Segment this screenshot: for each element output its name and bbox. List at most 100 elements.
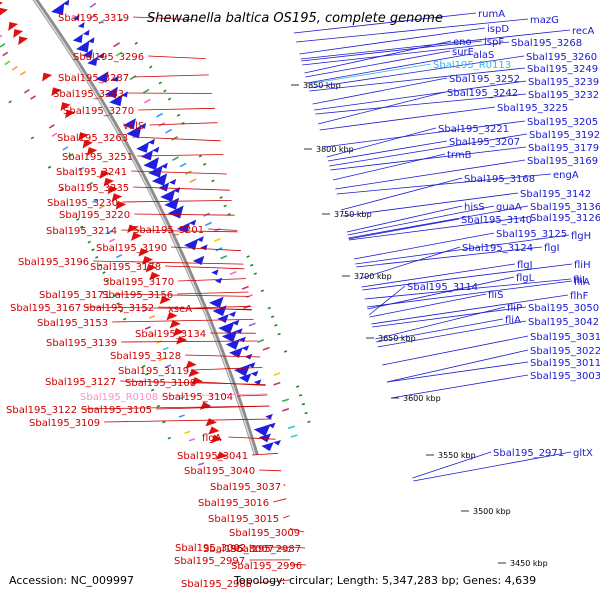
outer-feature-tracks (51, 0, 311, 452)
reverse-cds-arrow (8, 21, 19, 31)
label-connector (158, 306, 252, 311)
forward-cds-arrow (62, 0, 70, 6)
label-connector (137, 154, 224, 157)
gc-skew-mark (122, 317, 127, 321)
feature-bar (281, 408, 290, 412)
forward-cds-arrow (123, 118, 136, 130)
label-connector (364, 278, 572, 300)
forward-cds-arrow (104, 86, 118, 99)
forward-cds-arrow (211, 269, 219, 276)
label-connector (301, 40, 483, 62)
label-connector (340, 177, 463, 211)
gc-skew-mark (163, 89, 167, 93)
gc-skew-mark (167, 436, 171, 440)
gc-skew-mark (250, 263, 254, 267)
label-connector (237, 394, 268, 397)
reverse-gene-label: Sbal195_3104 (162, 392, 233, 403)
forward-gene-label: Sbal195_3136 (530, 202, 600, 213)
reverse-gene-label: Sbal195_R0108 (80, 392, 158, 403)
reverse-gene-label: flgA (202, 433, 222, 444)
reverse-cds-arrow (215, 451, 228, 460)
forward-cds-arrow (253, 424, 271, 437)
feature-bar (171, 135, 179, 141)
label-connector (309, 67, 526, 92)
forward-cds-arrow (239, 373, 252, 383)
label-connector (368, 285, 406, 316)
forward-cds-arrow (234, 364, 251, 377)
feature-bar (4, 60, 11, 66)
reverse-cds-arrow (130, 232, 142, 241)
label-connector (283, 483, 286, 487)
feature-bar (0, 34, 3, 38)
reverse-cds-arrow (159, 295, 171, 305)
label-connector (194, 305, 252, 309)
forward-gene-label: hisS (464, 202, 485, 213)
forward-cds-arrow (164, 197, 180, 210)
reverse-gene-label: Sbal195_3319 (58, 13, 129, 24)
forward-gene-label: fliL (573, 275, 588, 286)
forward-gene-label: Sbal195_3011 (530, 358, 600, 369)
label-connector (336, 173, 552, 195)
gc-skew-mark (176, 113, 181, 117)
label-connector (259, 469, 282, 472)
gene-labels: Sbal195_3319 Sbal195_3296 Sbal195_3287 Sbal… (6, 9, 600, 590)
label-connector (165, 265, 245, 270)
forward-gene-label: flhF (570, 291, 589, 302)
label-connector (289, 528, 305, 533)
label-connector (278, 547, 291, 553)
label-connector (329, 133, 528, 167)
feature-bar (142, 308, 149, 313)
reverse-cds-arrow (115, 201, 127, 210)
gc-skew-mark (301, 402, 306, 406)
label-connector (208, 228, 238, 231)
forward-cds-arrow (235, 328, 243, 334)
gc-skew-mark (47, 165, 52, 169)
reverse-gene-label: Sbal195_3009 (229, 528, 300, 539)
reverse-gene-label: Sbal195_3230 (47, 198, 118, 209)
forward-gene-label: Sbal195_3232 (528, 90, 599, 101)
reverse-gene-label: Sbal195_3201 (133, 225, 204, 236)
feature-bar (149, 333, 156, 338)
forward-cds-arrow (228, 311, 237, 318)
forward-cds-arrow (218, 321, 235, 335)
reverse-cds-arrow (13, 29, 24, 38)
forward-gene-label: Sbal195_3031 (530, 332, 600, 343)
reverse-gene-label: Sbal195_3108 (125, 378, 196, 389)
feature-bar (229, 270, 237, 276)
gc-skew-mark (198, 154, 203, 158)
label-connector (307, 63, 432, 85)
gc-skew-mark (8, 100, 12, 104)
feature-bar (11, 66, 18, 71)
feature-bar (62, 146, 69, 151)
tick-label: 3550 kbp (438, 451, 476, 460)
forward-gene-label: mazG (530, 15, 559, 26)
gc-skew-mark (304, 411, 308, 415)
feature-bar (19, 70, 26, 76)
feature-bar (30, 95, 37, 100)
forward-cds-arrow (250, 370, 259, 377)
feature-bar (148, 314, 156, 319)
label-connector (386, 349, 529, 383)
label-connector (315, 93, 527, 115)
label-connector (193, 367, 263, 371)
label-connector (376, 318, 504, 343)
reverse-gene-label: Sbal195_3122 (6, 405, 77, 416)
feature-bar (213, 227, 221, 233)
forward-gene-label: fliH (574, 260, 591, 271)
forward-cds-arrow (95, 71, 109, 83)
reverse-gene-label: Sbal195_3235 (58, 183, 129, 194)
forward-cds-arrow (258, 433, 272, 443)
reverse-cds-arrow (210, 434, 223, 443)
gc-skew-mark (277, 332, 281, 336)
forward-cds-arrow (241, 345, 250, 351)
feature-bar (290, 434, 298, 438)
feature-bar (197, 462, 205, 466)
gc-skew-mark (134, 41, 138, 45)
label-connectors (81, 12, 573, 584)
forward-cds-arrow (121, 91, 128, 98)
reverse-gene-label: Sbal195_3015 (208, 514, 279, 525)
reverse-gene-label: Sbal195_3128 (110, 351, 181, 362)
feature-bar (189, 178, 197, 183)
forward-cds-arrow (76, 40, 90, 53)
